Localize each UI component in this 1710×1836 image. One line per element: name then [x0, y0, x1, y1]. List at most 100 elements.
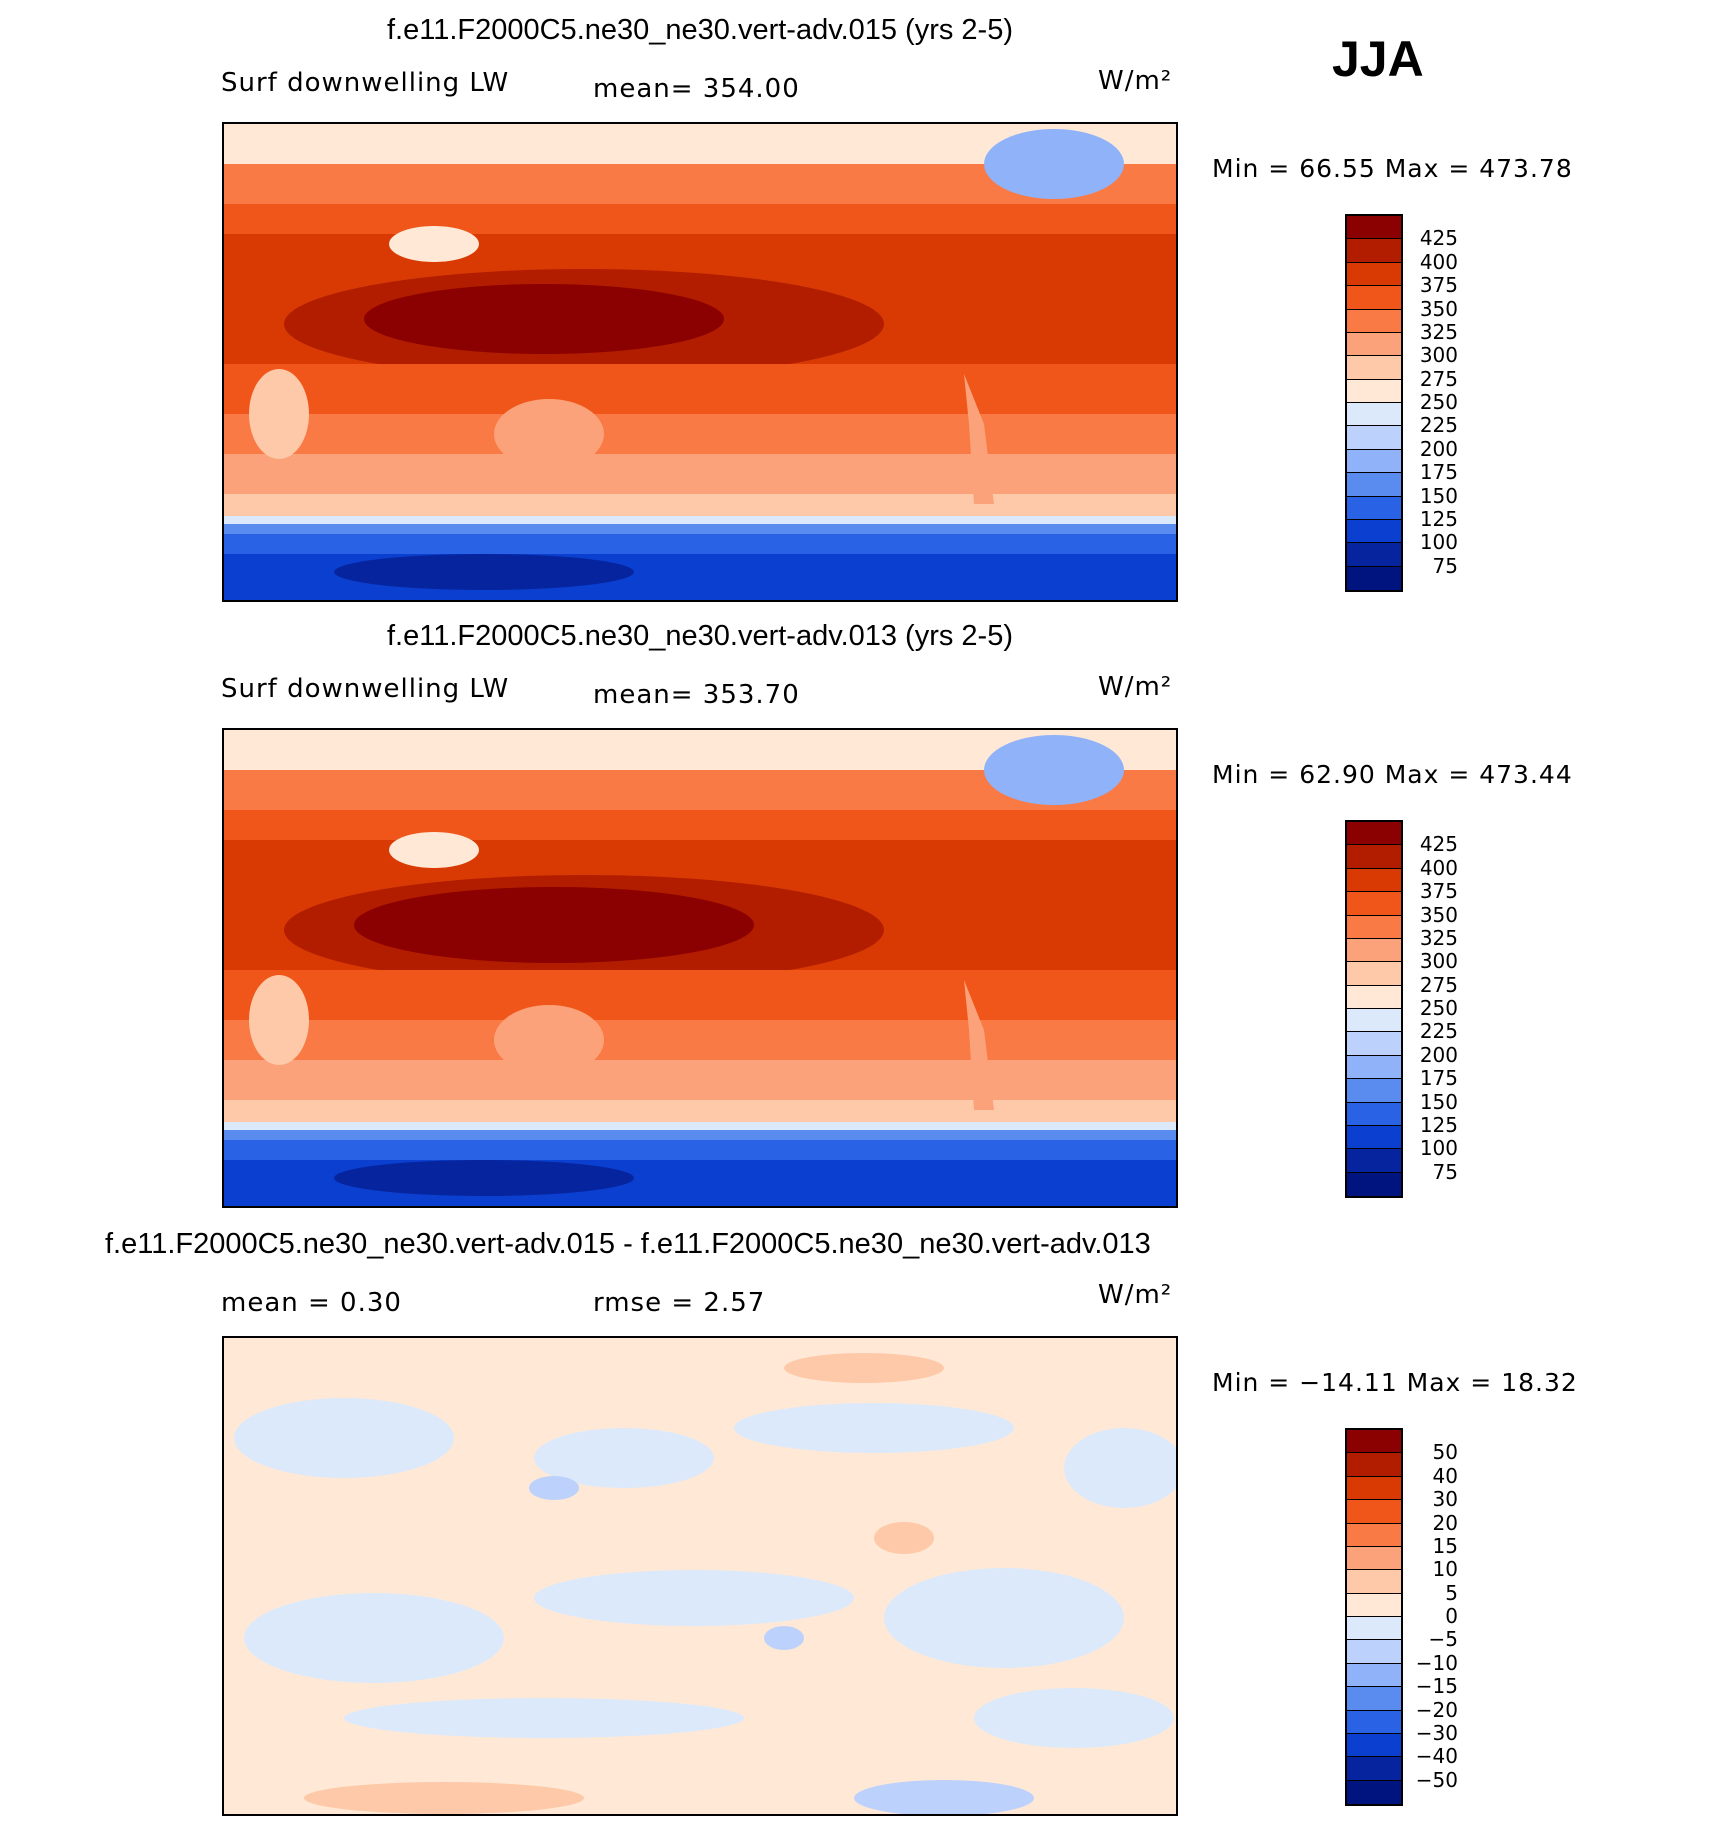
panel-3-colorbar	[1345, 1428, 1403, 1806]
colorbar-swatch	[1347, 426, 1401, 450]
colorbar-tick-label: 75	[1432, 1159, 1458, 1184]
colorbar-tick-label: 400	[1419, 249, 1458, 274]
colorbar-swatch	[1347, 262, 1401, 287]
colorbar-tick-label: 325	[1419, 319, 1458, 344]
colorbar-tick-label: 175	[1419, 1066, 1458, 1091]
colorbar-swatch	[1347, 1079, 1401, 1103]
colorbar-tick-label: 100	[1419, 1136, 1458, 1161]
colorbar-tick-label: 15	[1432, 1533, 1458, 1558]
colorbar-tick-label: 150	[1419, 483, 1458, 508]
colorbar-tick-label: 20	[1432, 1510, 1458, 1535]
colorbar-swatch	[1347, 915, 1401, 939]
colorbar-swatch	[1347, 1125, 1401, 1150]
colorbar-tick-label: −5	[1428, 1627, 1458, 1652]
colorbar-tick-label: −20	[1415, 1697, 1458, 1722]
colorbar-swatch	[1347, 473, 1401, 497]
colorbar-tick-label: 30	[1432, 1487, 1458, 1512]
colorbar-tick-label: 425	[1419, 226, 1458, 251]
colorbar-tick-label: 300	[1419, 949, 1458, 974]
colorbar-swatch	[1347, 1733, 1401, 1758]
colorbar-swatch	[1347, 286, 1401, 310]
colorbar-swatch	[1347, 845, 1401, 869]
colorbar-tick-label: 40	[1432, 1463, 1458, 1488]
colorbar-swatch	[1347, 449, 1401, 474]
colorbar-swatch	[1347, 1780, 1401, 1804]
colorbar-swatch	[1347, 403, 1401, 427]
colorbar-tick-label: 175	[1419, 460, 1458, 485]
colorbar-swatch	[1347, 1617, 1401, 1641]
colorbar-swatch	[1347, 1149, 1401, 1173]
colorbar-swatch	[1347, 519, 1401, 544]
colorbar-tick-label: 225	[1419, 413, 1458, 438]
colorbar-swatch	[1347, 566, 1401, 590]
colorbar-tick-label: 325	[1419, 925, 1458, 950]
colorbar-swatch	[1347, 868, 1401, 893]
colorbar-swatch	[1347, 309, 1401, 333]
colorbar-tick-label: 50	[1432, 1440, 1458, 1465]
colorbar-swatch	[1347, 1757, 1401, 1781]
colorbar-tick-label: 425	[1419, 832, 1458, 857]
colorbar-tick-label: 375	[1419, 879, 1458, 904]
panel-3-rmse-label: rmse = 2.57	[593, 1288, 766, 1318]
panel-2-variable-label: Surf downwelling LW	[221, 674, 510, 704]
season-label: JJA	[1332, 31, 1424, 87]
colorbar-swatch	[1347, 1523, 1401, 1547]
colorbar-tick-label: −40	[1415, 1744, 1458, 1769]
panel-2-colorbar	[1345, 820, 1403, 1198]
colorbar-tick-label: −15	[1415, 1674, 1458, 1699]
panel-3-units: W/m²	[1098, 1280, 1173, 1310]
colorbar-swatch	[1347, 1640, 1401, 1664]
colorbar-swatch	[1347, 1009, 1401, 1033]
panel-3-title: f.e11.F2000C5.ne30_ne30.vert-adv.015 - f…	[105, 1228, 1151, 1260]
colorbar-swatch	[1347, 1453, 1401, 1477]
colorbar-tick-label: 275	[1419, 366, 1458, 391]
colorbar-swatch	[1347, 1663, 1401, 1688]
colorbar-tick-label: 100	[1419, 530, 1458, 555]
panel-1-variable-label: Surf downwelling LW	[221, 68, 510, 98]
colorbar-swatch	[1347, 1430, 1401, 1454]
colorbar-swatch	[1347, 892, 1401, 916]
colorbar-tick-label: −50	[1415, 1767, 1458, 1792]
colorbar-swatch	[1347, 379, 1401, 403]
colorbar-swatch	[1347, 1593, 1401, 1617]
panel-2-minmax: Min = 62.90 Max = 473.44	[1212, 760, 1573, 789]
colorbar-tick-label: −10	[1415, 1650, 1458, 1675]
colorbar-swatch	[1347, 1055, 1401, 1080]
colorbar-tick-label: 125	[1419, 506, 1458, 531]
panel-1-colorbar-labels: 425 400 375 350 325 300 275 250 225 200 175 150 125 1…	[1400, 214, 1458, 592]
colorbar-tick-label: 350	[1419, 902, 1458, 927]
colorbar-swatch	[1347, 496, 1401, 520]
colorbar-swatch	[1347, 216, 1401, 240]
panel-1-minmax: Min = 66.55 Max = 473.78	[1212, 154, 1573, 183]
colorbar-tick-label: 375	[1419, 273, 1458, 298]
colorbar-tick-label: 225	[1419, 1019, 1458, 1044]
colorbar-swatch	[1347, 1500, 1401, 1524]
colorbar-tick-label: 275	[1419, 972, 1458, 997]
colorbar-tick-label: 350	[1419, 296, 1458, 321]
colorbar-swatch	[1347, 985, 1401, 1009]
colorbar-swatch	[1347, 1476, 1401, 1501]
colorbar-tick-label: 300	[1419, 343, 1458, 368]
colorbar-tick-label: 10	[1432, 1557, 1458, 1582]
colorbar-tick-label: 400	[1419, 855, 1458, 880]
colorbar-tick-label: −30	[1415, 1720, 1458, 1745]
colorbar-swatch	[1347, 239, 1401, 263]
colorbar-swatch	[1347, 1032, 1401, 1056]
panel-2-map	[222, 728, 1178, 1208]
colorbar-swatch	[1347, 1172, 1401, 1196]
panel-1-colorbar	[1345, 214, 1403, 592]
colorbar-swatch	[1347, 1570, 1401, 1594]
panel-1-title: f.e11.F2000C5.ne30_ne30.vert-adv.015 (yr…	[386, 14, 1014, 46]
panel-2-mean-label: mean= 353.70	[593, 680, 800, 710]
colorbar-swatch	[1347, 332, 1401, 357]
colorbar-swatch	[1347, 1102, 1401, 1126]
panel-3-map	[222, 1336, 1178, 1816]
colorbar-tick-label: 250	[1419, 996, 1458, 1020]
panel-3-minmax: Min = −14.11 Max = 18.32	[1212, 1368, 1578, 1397]
colorbar-tick-label: 125	[1419, 1112, 1458, 1137]
colorbar-swatch	[1347, 822, 1401, 846]
colorbar-tick-label: 200	[1419, 436, 1458, 461]
colorbar-tick-label: 150	[1419, 1089, 1458, 1114]
colorbar-tick-label: 0	[1445, 1604, 1458, 1628]
colorbar-swatch	[1347, 1546, 1401, 1571]
